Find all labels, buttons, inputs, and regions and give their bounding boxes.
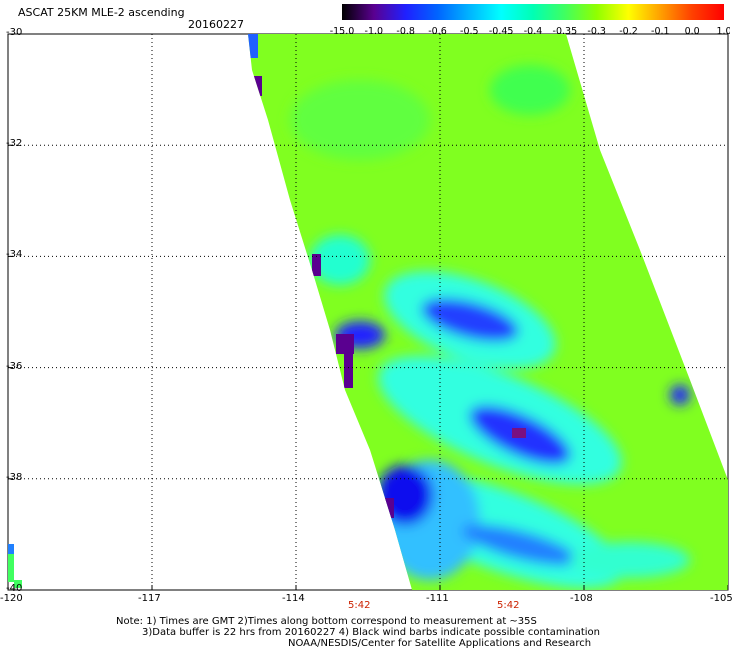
edge-pixel: [254, 76, 262, 96]
time-label: 5:42: [497, 600, 520, 611]
swath: [248, 34, 728, 590]
longitude-label: -105: [710, 593, 733, 604]
colorbar-label: -0.35: [553, 26, 578, 36]
swath-low: [421, 298, 519, 342]
note-line-2: 3)Data buffer is 22 hrs from 20160227 4)…: [142, 627, 600, 638]
latitude-label: -30: [6, 27, 23, 38]
colorbar-label: -15.0: [330, 26, 354, 36]
colorbar: [342, 4, 724, 20]
map-title: ASCAT 25KM MLE-2 ascending: [18, 6, 185, 19]
colorbar-label: -1.0: [365, 26, 384, 36]
edge-pixel: [8, 554, 14, 582]
latitude-label: -32: [6, 138, 23, 150]
colorbar-label: -0.5: [460, 26, 479, 36]
longitude-label: -111: [426, 593, 449, 604]
edge-pixel: [312, 254, 321, 276]
colorbar-label: -0.3: [587, 26, 606, 36]
colorbar-label: 0.0: [685, 26, 700, 36]
time-label: 5:42: [348, 600, 371, 611]
latitude-label: -34: [6, 249, 23, 261]
map-date: 20160227: [188, 18, 244, 31]
latitude-label: -40: [6, 583, 23, 594]
colorbar-label: -0.6: [428, 26, 447, 36]
map-plot: [7, 33, 729, 591]
edge-pixel: [512, 428, 526, 438]
longitude-label: -108: [570, 593, 593, 604]
colorbar-label: -0.2: [619, 26, 638, 36]
swath-low: [461, 524, 579, 566]
edge-pixel: [8, 544, 14, 554]
swath-low: [377, 465, 433, 525]
longitude-label: -117: [138, 593, 161, 604]
swath-band: [310, 235, 370, 285]
edge-pixel: [344, 354, 353, 388]
latitude-label: -36: [6, 360, 23, 372]
colorbar-label: -0.1: [651, 26, 670, 36]
colorbar-label: 1.0: [716, 26, 730, 36]
swath-band: [490, 65, 570, 115]
swath-low: [670, 385, 690, 405]
swath-band: [570, 542, 690, 578]
longitude-label: -114: [282, 593, 305, 604]
colorbar-label: -0.45: [489, 26, 514, 36]
edge-pixel: [336, 334, 354, 354]
colorbar-labels: -15.0 -1.0 -0.8 -0.6 -0.5 -0.45 -0.4 -0.35 -0.3 -…: [330, 26, 730, 36]
edge-pixel: [384, 498, 394, 518]
note-line-3: NOAA/NESDIS/Center for Satellite Applica…: [288, 638, 592, 649]
colorbar-gradient: [342, 4, 724, 20]
edge-pixel: [14, 580, 22, 588]
longitude-label: -120: [0, 593, 23, 604]
note-line-1: Note: 1) Times are GMT 2)Times along bot…: [116, 616, 537, 627]
swath-band: [290, 80, 430, 160]
colorbar-label: -0.8: [396, 26, 415, 36]
latitude-label: -38: [6, 471, 23, 483]
edge-pixel: [248, 34, 258, 58]
colorbar-label: -0.4: [524, 26, 543, 36]
axis-ticks: [7, 33, 729, 591]
grid-lines: [8, 34, 728, 590]
